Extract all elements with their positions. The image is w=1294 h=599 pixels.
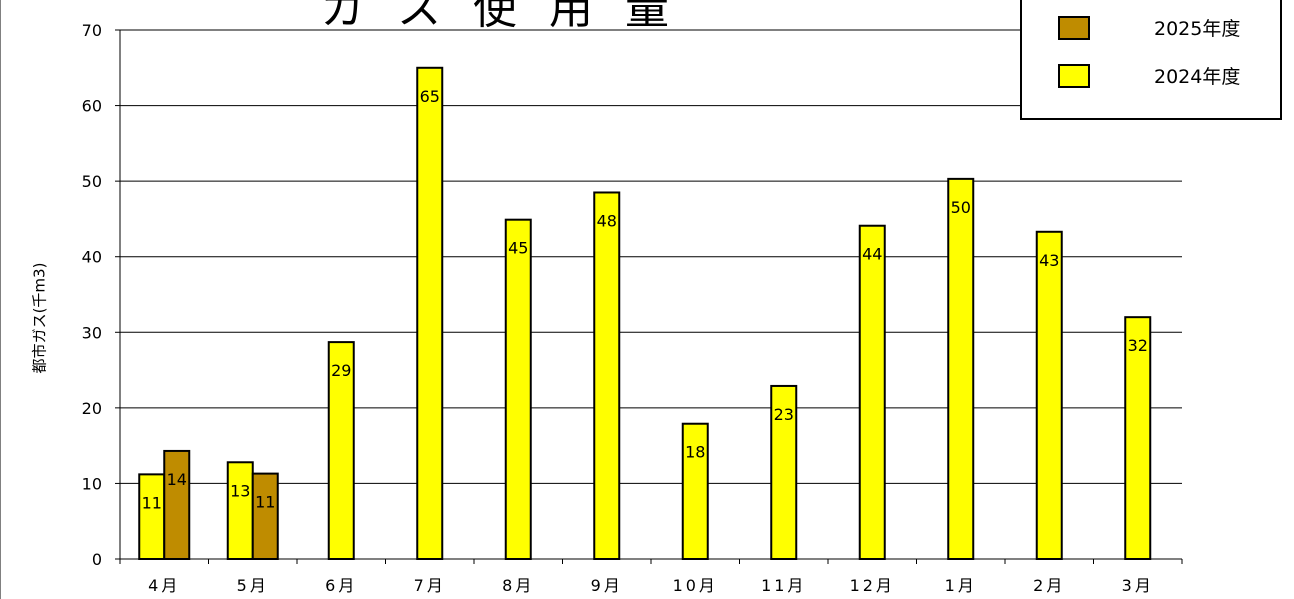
- bar-2024: [504, 218, 532, 560]
- y-tick-label: 10: [82, 474, 102, 493]
- bar-2024: [947, 177, 975, 561]
- y-tick-label: 20: [82, 399, 102, 418]
- bar-2024: [416, 66, 444, 561]
- data-label-2024: 23: [774, 405, 794, 424]
- legend: 2025年度 2024年度: [1020, 0, 1282, 120]
- data-label-2024: 44: [862, 245, 882, 264]
- bar-2024: [1124, 316, 1152, 560]
- bar-2025: [251, 472, 279, 560]
- bar-2024: [681, 422, 709, 560]
- bar-2025: [163, 449, 191, 561]
- bar-2024: [858, 224, 886, 560]
- x-tick-label: 3月: [1122, 576, 1154, 595]
- x-tick-label: 11月: [761, 576, 806, 595]
- data-label-2024: 65: [420, 87, 440, 106]
- x-tick-label: 8月: [502, 576, 534, 595]
- bar-2024: [770, 384, 798, 561]
- x-tick-label: 6月: [325, 576, 357, 595]
- data-label-2025: 14: [167, 470, 187, 489]
- x-tick-label: 12月: [850, 576, 895, 595]
- data-label-2025: 11: [255, 493, 275, 512]
- legend-label-2025: 2025年度: [1154, 18, 1241, 40]
- x-tick-label: 2月: [1033, 576, 1065, 595]
- data-label-2024: 45: [508, 239, 528, 258]
- data-label-2024: 48: [597, 211, 617, 230]
- y-tick-label: 50: [82, 172, 102, 191]
- legend-item-2024: 2024年度: [1058, 60, 1278, 90]
- data-label-2024: 43: [1039, 251, 1059, 270]
- data-label-2024: 50: [951, 198, 971, 217]
- bar-2024: [1035, 230, 1063, 560]
- data-label-2024: 18: [685, 443, 705, 462]
- x-tick-label: 9月: [591, 576, 623, 595]
- x-tick-label: 4月: [148, 576, 180, 595]
- x-tick-label: 5月: [237, 576, 269, 595]
- bar-2024: [226, 461, 254, 561]
- bar-2024: [593, 191, 621, 560]
- y-tick-label: 40: [82, 248, 102, 267]
- x-tick-label: 1月: [945, 576, 977, 595]
- bar-2024: [327, 341, 355, 560]
- data-label-2024: 29: [331, 361, 351, 380]
- bar-2024: [138, 473, 166, 560]
- legend-swatch-2025: [1058, 16, 1090, 40]
- y-tick-label: 70: [82, 21, 102, 40]
- data-label-2024: 11: [142, 493, 162, 512]
- legend-swatch-2024: [1058, 64, 1090, 88]
- y-tick-label: 0: [92, 550, 102, 569]
- y-tick-label: 60: [82, 97, 102, 116]
- chart-title: ガス使用量: [321, 0, 701, 34]
- x-tick-label: 7月: [414, 576, 446, 595]
- y-tick-label: 30: [82, 323, 102, 342]
- legend-label-2024: 2024年度: [1154, 66, 1241, 88]
- y-axis-label: 都市ガス(千m3): [30, 262, 49, 374]
- legend-item-2025: 2025年度: [1058, 12, 1278, 42]
- data-label-2024: 13: [230, 481, 250, 500]
- data-label-2024: 32: [1128, 336, 1148, 355]
- x-tick-label: 10月: [673, 576, 718, 595]
